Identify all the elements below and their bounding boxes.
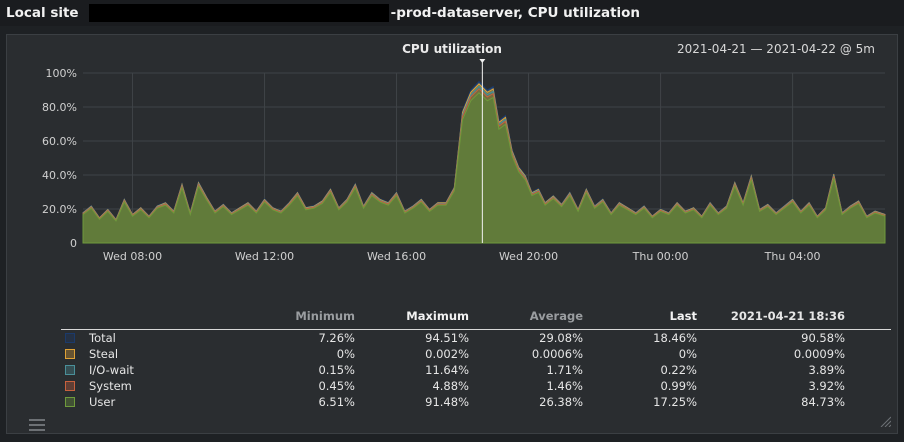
time-range[interactable]: 2021-04-21 — 2021-04-22 @ 5m xyxy=(676,42,875,56)
col-last: Last xyxy=(669,309,697,323)
site-label: Local site xyxy=(6,5,79,21)
stat-value: 4.88% xyxy=(432,379,469,393)
stat-value: 11.64% xyxy=(425,363,469,377)
stat-value: 6.51% xyxy=(318,395,355,409)
cursor-marker-icon xyxy=(479,59,486,63)
hover-cursor xyxy=(479,59,486,243)
legend-swatch[interactable] xyxy=(65,365,75,375)
stats-header: Minimum Maximum Average Last 2021-04-21 … xyxy=(61,303,891,330)
stat-value: 90.58% xyxy=(801,331,845,345)
stats-row-user[interactable]: User 6.51% 91.48% 26.38% 17.25% 84.73% xyxy=(61,394,891,410)
y-tick-label: 0 xyxy=(70,237,77,250)
y-axis: 0 20.0% 40.0% 60.0% 80.0% 100% xyxy=(42,67,77,250)
series-name: I/O-wait xyxy=(89,363,134,377)
stat-value: 1.71% xyxy=(546,363,583,377)
legend-swatch[interactable] xyxy=(65,333,75,343)
stats-row-steal[interactable]: Steal 0% 0.002% 0.0006% 0% 0.0009% xyxy=(61,346,891,362)
x-tick-label: Wed 16:00 xyxy=(367,250,426,263)
y-tick-label: 80.0% xyxy=(42,101,77,114)
x-tick-label: Thu 00:00 xyxy=(632,250,689,263)
series-name: Steal xyxy=(89,347,119,361)
legend-swatch[interactable] xyxy=(65,397,75,407)
series-user xyxy=(82,92,886,244)
y-tick-label: 60.0% xyxy=(42,135,77,148)
y-tick-label: 100% xyxy=(46,67,77,80)
stats-table: Minimum Maximum Average Last 2021-04-21 … xyxy=(61,303,891,410)
legend-swatch[interactable] xyxy=(65,349,75,359)
y-tick-label: 20.0% xyxy=(42,203,77,216)
stat-value: 18.46% xyxy=(653,331,697,345)
stat-value: 0.0006% xyxy=(531,347,583,361)
x-tick-label: Thu 04:00 xyxy=(764,250,821,263)
y-tick-label: 40.0% xyxy=(42,169,77,182)
chart-series xyxy=(82,80,886,244)
x-tick-label: Wed 08:00 xyxy=(103,250,162,263)
stat-value: 29.08% xyxy=(539,331,583,345)
stat-value: 0% xyxy=(678,347,697,361)
resize-handle-icon[interactable] xyxy=(879,415,891,427)
stats-row-i-o-wait[interactable]: I/O-wait 0.15% 11.64% 1.71% 0.22% 3.89% xyxy=(61,362,891,378)
stat-value: 17.25% xyxy=(653,395,697,409)
cpu-chart[interactable]: 0 20.0% 40.0% 60.0% 80.0% 100% Wed 08:00 Wed 1… xyxy=(7,35,897,295)
stat-value: 0.002% xyxy=(425,347,469,361)
graph-panel: CPU utilization 2021-04-21 — 2021-04-22 … xyxy=(6,34,898,434)
stat-value: 84.73% xyxy=(801,395,845,409)
series-name: Total xyxy=(89,331,116,345)
stat-value: 0.45% xyxy=(318,379,355,393)
redacted-hostname xyxy=(88,4,389,22)
stat-value: 3.89% xyxy=(808,363,845,377)
stats-row-system[interactable]: System 0.45% 4.88% 1.46% 0.99% 3.92% xyxy=(61,378,891,394)
col-average: Average xyxy=(529,309,583,323)
legend-swatch[interactable] xyxy=(65,381,75,391)
series-name: User xyxy=(89,395,116,409)
stat-value: 0.99% xyxy=(660,379,697,393)
stat-value: 3.92% xyxy=(808,379,845,393)
stat-value: 0.0009% xyxy=(793,347,845,361)
hamburger-menu-icon[interactable] xyxy=(29,419,45,434)
x-tick-label: Wed 20:00 xyxy=(499,250,558,263)
stat-value: 0.15% xyxy=(318,363,355,377)
stat-value: 0% xyxy=(336,347,355,361)
stat-value: 0.22% xyxy=(660,363,697,377)
col-minimum: Minimum xyxy=(295,309,355,323)
x-tick-label: Wed 12:00 xyxy=(235,250,294,263)
stat-value: 26.38% xyxy=(539,395,583,409)
stat-value: 91.48% xyxy=(425,395,469,409)
chart-title: CPU utilization xyxy=(402,42,502,56)
x-axis: Wed 08:00 Wed 12:00 Wed 16:00 Wed 20:00 Thu … xyxy=(103,250,821,263)
window-titlebar: Local site -prod-dataserver, CPU utiliza… xyxy=(0,0,904,26)
stats-row-total[interactable]: Total 7.26% 94.51% 29.08% 18.46% 90.58% xyxy=(61,330,891,346)
stat-value: 7.26% xyxy=(318,331,355,345)
col-cursor-time: 2021-04-21 18:36 xyxy=(730,309,845,323)
stat-value: 1.46% xyxy=(546,379,583,393)
stat-value: 94.51% xyxy=(425,331,469,345)
series-name: System xyxy=(89,379,132,393)
window-title: -prod-dataserver, CPU utilization xyxy=(390,5,641,21)
col-maximum: Maximum xyxy=(406,309,469,323)
